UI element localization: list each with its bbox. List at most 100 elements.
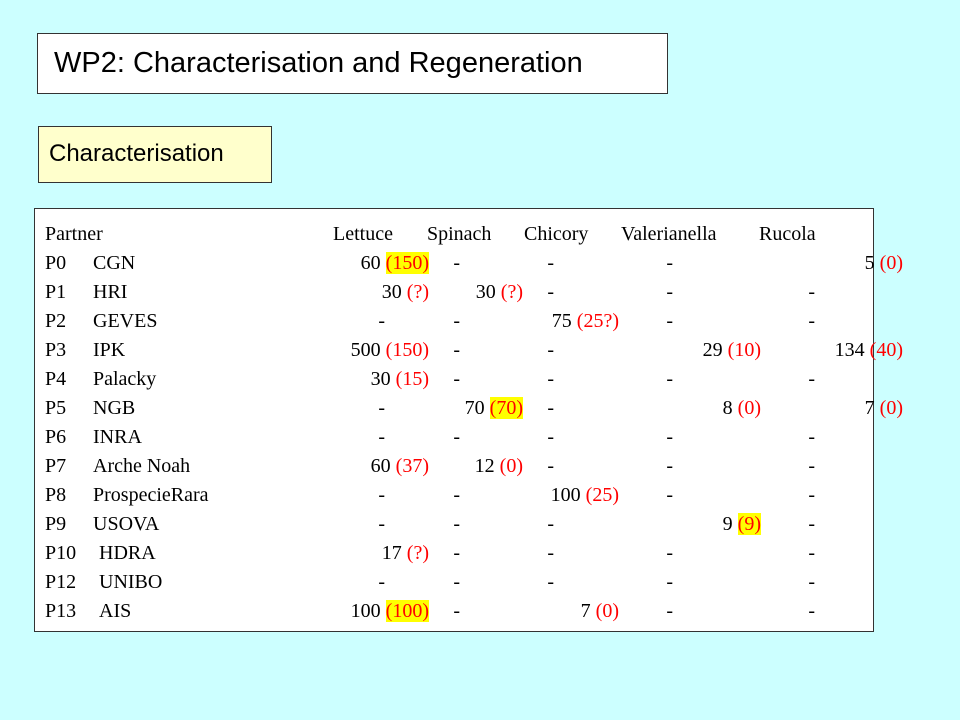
cell-spinach: -: [453, 513, 460, 535]
section-box: Characterisation: [38, 126, 272, 183]
header-lettuce: Lettuce: [333, 223, 393, 245]
cell-valerianella: -: [666, 426, 673, 448]
partner-name: Arche Noah: [93, 455, 191, 477]
partner-name: CGN: [93, 252, 136, 274]
cell-rucola: -: [808, 426, 815, 448]
cell-chicory: 100 (25): [551, 482, 619, 508]
partner-code: P3: [45, 339, 67, 361]
cell-spinach: -: [453, 310, 460, 332]
partner-code: P12: [45, 571, 77, 593]
cell-valerianella: -: [666, 281, 673, 303]
cell-note: (?): [406, 542, 429, 564]
cell-spinach: -: [453, 426, 460, 448]
cell-lettuce: -: [378, 571, 385, 593]
cell-rucola: -: [808, 484, 815, 506]
partner-name: INRA: [93, 426, 142, 448]
partner-name: UNIBO: [99, 571, 163, 593]
partner-code: P6: [45, 426, 67, 448]
cell-note: (150): [385, 339, 429, 361]
title-box: WP2: Characterisation and Regeneration: [37, 33, 668, 94]
cell-value: 7: [864, 397, 880, 419]
cell-note: (0): [879, 252, 903, 274]
table-row: P3 IPK 500 (150) - - 29 (10) 134 (40): [35, 337, 903, 363]
cell-valerianella: -: [666, 310, 673, 332]
cell-chicory: -: [547, 281, 554, 303]
partner-code: P1: [45, 281, 67, 303]
cell-rucola: -: [808, 368, 815, 390]
cell-note: (40): [869, 339, 903, 361]
cell-note: (150): [385, 252, 429, 274]
header-partner: Partner: [45, 223, 103, 245]
table-row: P13 AIS 100 (100) - 7 (0) - -: [35, 598, 873, 624]
cell-chicory: -: [547, 571, 554, 593]
cell-value: 70: [464, 397, 490, 419]
cell-spinach: -: [453, 368, 460, 390]
cell-note: (100): [385, 600, 429, 622]
cell-note: (0): [737, 397, 761, 419]
cell-value: 100: [550, 484, 586, 506]
cell-value: 134: [834, 339, 870, 361]
cell-spinach: -: [453, 484, 460, 506]
cell-rucola: 5 (0): [865, 250, 903, 276]
cell-note: (0): [595, 600, 619, 622]
cell-spinach: -: [453, 571, 460, 593]
cell-value: 100: [350, 600, 386, 622]
cell-lettuce: 30 (?): [382, 279, 429, 305]
partner-name: USOVA: [93, 513, 160, 535]
partner-name: GEVES: [93, 310, 158, 332]
partner-code: P13: [45, 600, 77, 622]
cell-note: (0): [499, 455, 523, 477]
table-row: P8 ProspecieRara - - 100 (25) - -: [35, 482, 873, 508]
cell-note: (?): [500, 281, 523, 303]
partner-code: P0: [45, 252, 67, 274]
cell-lettuce: -: [378, 397, 385, 419]
cell-spinach: 30 (?): [476, 279, 523, 305]
table-row: P1 HRI 30 (?) 30 (?) - - -: [35, 279, 873, 305]
partner-code: P9: [45, 513, 67, 535]
cell-valerianella: 8 (0): [723, 395, 761, 421]
partner-code: P7: [45, 455, 67, 477]
cell-value: 500: [350, 339, 386, 361]
cell-rucola: 134 (40): [835, 337, 903, 363]
cell-note: (70): [489, 397, 523, 419]
partner-code: P10: [45, 542, 77, 564]
header-spinach: Spinach: [427, 223, 492, 245]
cell-valerianella: 29 (10): [703, 337, 761, 363]
table-row: P7 Arche Noah 60 (37) 12 (0) - - -: [35, 453, 873, 479]
cell-spinach: 70 (70): [465, 395, 523, 421]
cell-spinach: -: [453, 339, 460, 361]
cell-value: 8: [722, 397, 738, 419]
cell-note: (9): [737, 513, 761, 535]
cell-chicory: -: [547, 397, 554, 419]
cell-rucola: -: [808, 542, 815, 564]
header-chicory: Chicory: [524, 223, 589, 245]
cell-lettuce: 100 (100): [351, 598, 429, 624]
table-row: P2 GEVES - - 75 (25?) - -: [35, 308, 873, 334]
partner-name: IPK: [93, 339, 126, 361]
cell-lettuce: -: [378, 310, 385, 332]
table-row: P5 NGB -70 (70) -8 (0) 7 (0): [35, 395, 903, 421]
cell-rucola: 7 (0): [865, 395, 903, 421]
header-rucola: Rucola: [759, 223, 816, 245]
cell-value: 7: [580, 600, 596, 622]
cell-note: (0): [879, 397, 903, 419]
cell-chicory: -: [547, 252, 554, 274]
cell-valerianella: 9 (9): [723, 511, 761, 537]
partner-name: Palacky: [93, 368, 157, 390]
cell-chicory: 75 (25?): [552, 308, 619, 334]
cell-value: 60: [360, 252, 386, 274]
cell-spinach: -: [453, 600, 460, 622]
cell-spinach: -: [453, 252, 460, 274]
slide-title: WP2: Characterisation and Regeneration: [54, 47, 583, 79]
table-header-row: Partner Lettuce Spinach Chicory Valerian…: [35, 221, 873, 247]
cell-note: (25?): [576, 310, 619, 332]
cell-lettuce: 60 (150): [361, 250, 429, 276]
partner-name: HRI: [93, 281, 128, 303]
cell-note: (25): [585, 484, 619, 506]
cell-value: 5: [864, 252, 880, 274]
cell-value: 29: [702, 339, 728, 361]
cell-lettuce: -: [378, 426, 385, 448]
cell-lettuce: 30 (15): [371, 366, 429, 392]
table-row: P4 Palacky 30 (15) - - - -: [35, 366, 873, 392]
cell-value: 17: [381, 542, 407, 564]
